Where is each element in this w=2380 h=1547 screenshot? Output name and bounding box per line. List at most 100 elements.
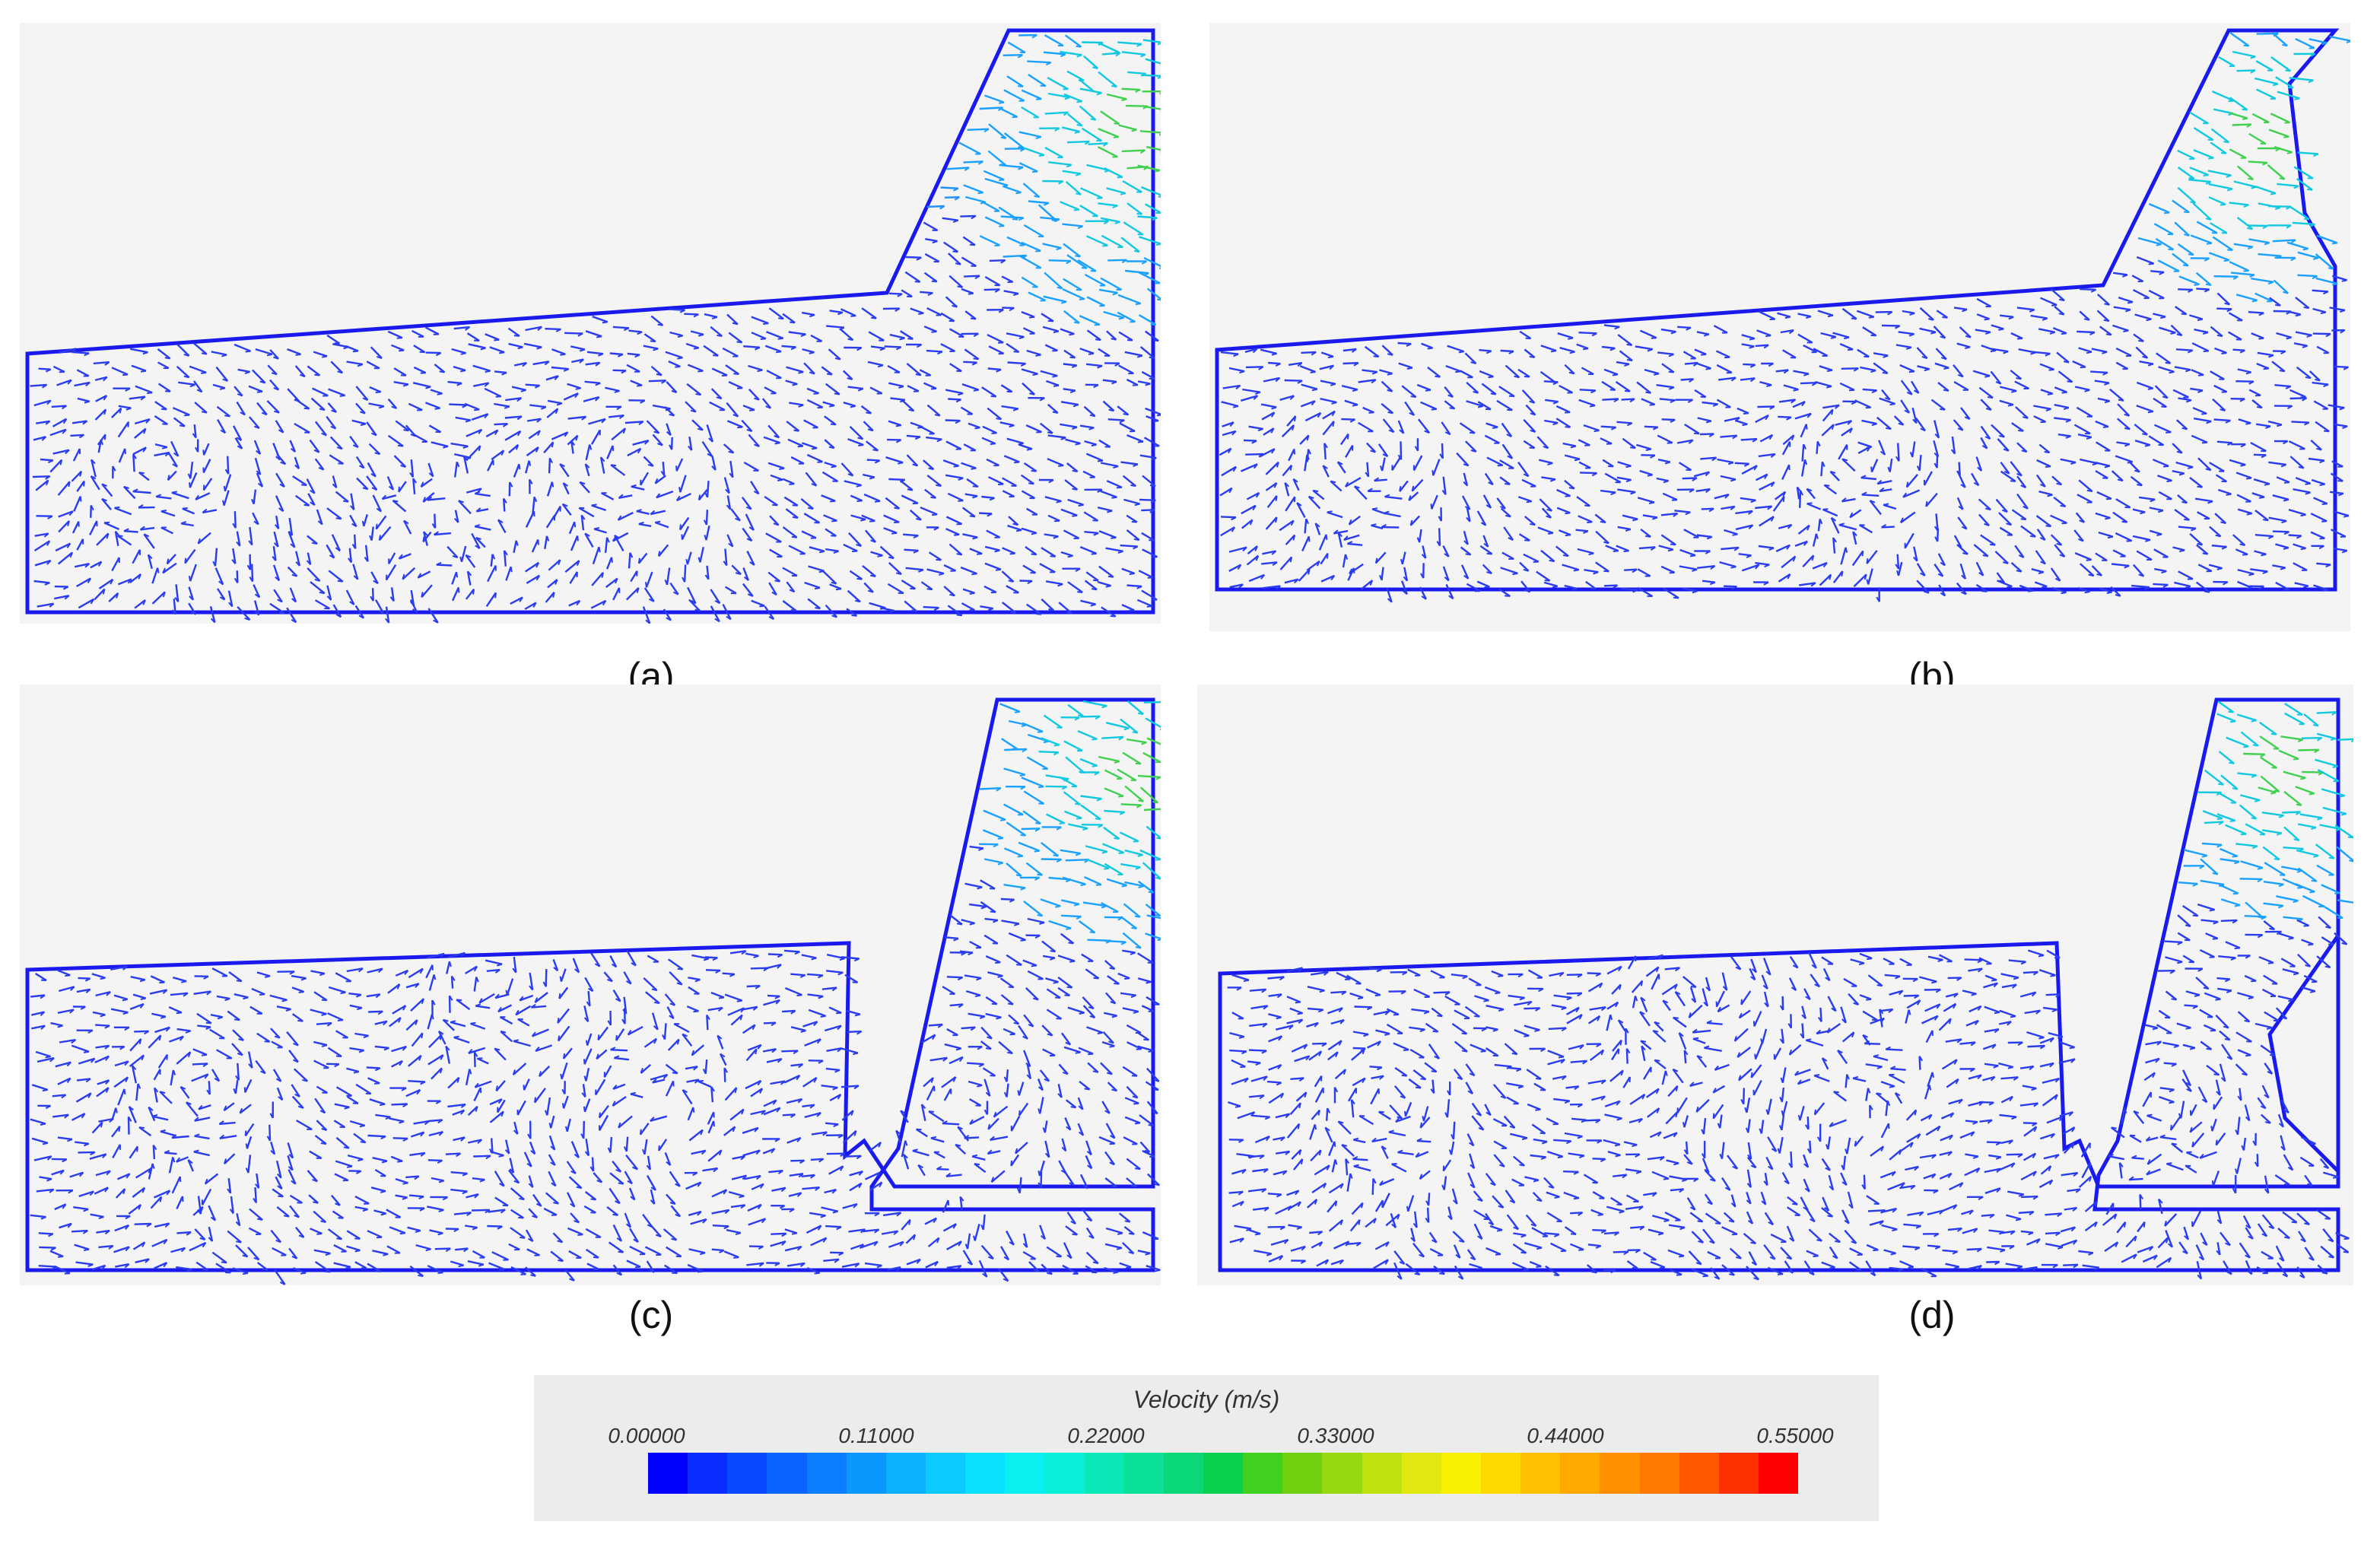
velocity-arrow [546, 481, 554, 497]
velocity-arrow [1146, 287, 1161, 300]
velocity-arrow [1970, 472, 1980, 486]
arrow-head [259, 380, 265, 384]
arrow-head [104, 1045, 110, 1050]
velocity-arrow [584, 532, 594, 548]
velocity-arrow [227, 456, 230, 475]
velocity-arrow [1004, 748, 1028, 751]
arrow-head [1232, 466, 1237, 472]
arrow-head [358, 465, 365, 469]
arrow-head [591, 503, 597, 507]
arrow-head [993, 919, 999, 923]
velocity-arrow [618, 494, 633, 499]
arrow-head [996, 787, 1002, 792]
arrow-head [1141, 260, 1147, 265]
velocity-arrow [688, 437, 693, 451]
arrow-head [376, 507, 382, 513]
velocity-arrow [1003, 254, 1027, 258]
arrow-head [1075, 443, 1081, 446]
arrow-head [899, 337, 905, 341]
velocity-arrow [1663, 587, 1679, 599]
arrow-head [334, 342, 340, 345]
velocity-arrow [888, 478, 905, 481]
velocity-arrow [534, 992, 548, 1003]
arrow-head [62, 429, 67, 434]
velocity-arrow [32, 475, 50, 478]
velocity-arrow [132, 993, 147, 999]
velocity-arrow [1229, 583, 1244, 589]
arrow-head [997, 862, 1003, 866]
velocity-arrow [809, 546, 825, 552]
arrow-head [174, 597, 180, 602]
velocity-arrow [984, 562, 1002, 570]
velocity-arrow [1682, 477, 1697, 480]
velocity-arrow [1897, 561, 1903, 577]
arrow-head [1688, 439, 1694, 444]
velocity-arrow [1243, 439, 1257, 442]
velocity-arrow [801, 530, 817, 539]
arrow-head [631, 484, 637, 488]
velocity-arrow [1097, 146, 1118, 158]
arrow-head [1130, 951, 1136, 955]
velocity-arrow [1916, 347, 1928, 360]
arrow-head [1270, 448, 1276, 454]
arrow-head [2226, 442, 2233, 446]
arrow-head [1610, 491, 1616, 496]
arrow-head [1089, 414, 1095, 418]
velocity-arrow [1060, 328, 1075, 335]
arrow-head [1924, 368, 1930, 372]
velocity-arrow [1362, 369, 1377, 373]
velocity-arrow [236, 401, 246, 416]
velocity-arrow [118, 405, 132, 409]
arrow-head [238, 1038, 244, 1041]
velocity-arrow [2096, 294, 2111, 306]
arrow-head [411, 608, 418, 613]
velocity-arrow [1145, 904, 1161, 917]
velocity-arrow [706, 424, 714, 443]
velocity-arrow [275, 472, 285, 488]
arrow-head [219, 596, 225, 601]
arrow-head [176, 1012, 182, 1015]
velocity-arrow [1242, 388, 1261, 393]
arrow-head [497, 519, 504, 523]
arrow-head [1101, 905, 1107, 909]
velocity-arrow [460, 545, 467, 562]
velocity-arrow [2130, 475, 2143, 487]
velocity-arrow [256, 402, 268, 416]
velocity-arrow [1503, 526, 1514, 541]
velocity-arrow [959, 950, 974, 954]
arrow-head [2323, 383, 2329, 388]
arrow-head [253, 520, 259, 526]
velocity-arrow [1476, 580, 1490, 588]
arrow-head [1047, 319, 1053, 322]
velocity-arrow [583, 1048, 593, 1065]
velocity-arrow [528, 430, 541, 440]
velocity-arrow [906, 454, 919, 467]
velocity-arrow [1759, 434, 1773, 443]
arrow-head [1896, 570, 1899, 577]
arrow-head [183, 375, 189, 379]
velocity-arrow [227, 590, 234, 607]
velocity-arrow [2229, 261, 2250, 272]
velocity-arrow [1126, 1024, 1142, 1034]
velocity-arrow [2016, 475, 2027, 488]
velocity-arrow [1484, 434, 1500, 444]
arrow-head [2010, 390, 2017, 393]
velocity-arrow [1299, 434, 1310, 445]
arrow-head [1851, 401, 1857, 405]
arrow-head [775, 999, 780, 1005]
arrow-head [1343, 535, 1349, 541]
arrow-head [398, 1017, 402, 1023]
arrow-head [503, 497, 507, 503]
velocity-arrow [1137, 880, 1155, 894]
arrow-head [1076, 100, 1082, 103]
arrow-head [704, 574, 710, 580]
velocity-arrow [33, 580, 50, 584]
velocity-arrow [2115, 348, 2132, 357]
velocity-arrow [899, 479, 914, 491]
arrow-head [554, 579, 558, 585]
velocity-arrow [2060, 458, 2077, 464]
arrow-head [1019, 774, 1025, 777]
velocity-arrow [1479, 545, 1493, 555]
velocity-arrow [2295, 477, 2312, 484]
arrow-head [1152, 217, 1158, 221]
